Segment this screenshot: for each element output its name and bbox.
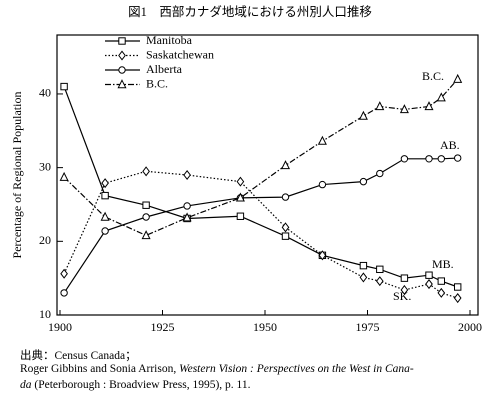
- data-point: [281, 222, 290, 233]
- data-point: [101, 178, 109, 189]
- legend-marker: [117, 79, 127, 89]
- chart-title: 図1 西部カナダ地域における州別人口推移: [128, 4, 372, 19]
- annotation: AB.: [440, 138, 460, 152]
- y-tick-label: 30: [39, 159, 51, 173]
- data-point: [359, 261, 368, 270]
- data-point: [454, 283, 462, 291]
- source-title: Western Vision : Perspectives on the Wes…: [179, 363, 414, 375]
- x-tick-label: 1900: [48, 320, 72, 334]
- data-point: [101, 227, 109, 235]
- legend-marker: [118, 50, 126, 61]
- chart: 図1 西部カナダ地域における州別人口推移 Percentage of Regio…: [10, 4, 482, 334]
- data-point: [437, 277, 446, 285]
- data-point: [142, 201, 150, 209]
- data-point: [280, 160, 291, 170]
- data-point: [142, 166, 150, 177]
- data-point: [399, 104, 409, 114]
- legend-label: B.C.: [146, 76, 168, 90]
- data-point: [183, 169, 191, 181]
- source-rest: (Peterborough : Broadview Press, 1995), …: [31, 379, 251, 391]
- legend-label: Alberta: [146, 62, 183, 76]
- series-line: [63, 86, 458, 288]
- data-point: [376, 265, 384, 274]
- data-point: [375, 276, 384, 287]
- source-line: da (Peterborough : Broadview Press, 1995…: [20, 379, 251, 391]
- data-point: [142, 213, 150, 221]
- y-tick-label: 40: [39, 86, 51, 100]
- data-point: [182, 212, 192, 222]
- data-point: [281, 232, 290, 240]
- series-line: [63, 170, 458, 299]
- data-point: [425, 279, 433, 290]
- x-tick-label: 1950: [253, 320, 277, 334]
- x-tick-label: 1975: [356, 320, 380, 334]
- data-point: [318, 180, 327, 189]
- legend-marker: [118, 66, 126, 74]
- annotation: B.C.: [422, 69, 444, 83]
- x-tick-label: 1925: [151, 320, 175, 334]
- data-point: [59, 171, 69, 181]
- legend-label: Saskatchewan: [146, 47, 214, 61]
- source-author: Roger Gibbins and Sonia Arrison,: [20, 363, 180, 375]
- data-point: [318, 250, 327, 261]
- y-tick-label: 10: [39, 307, 51, 321]
- legend-marker: [118, 37, 126, 45]
- data-point: [281, 193, 290, 201]
- data-point: [101, 191, 109, 200]
- y-tick-label: 20: [39, 233, 51, 247]
- plot-frame: [56, 34, 479, 316]
- data-point: [400, 284, 409, 295]
- data-point: [358, 110, 368, 120]
- data-point: [60, 268, 68, 279]
- data-point: [60, 82, 68, 91]
- data-point: [437, 287, 446, 298]
- annotation: SK.: [393, 289, 411, 303]
- data-point: [141, 230, 151, 240]
- data-point: [359, 177, 368, 186]
- annotation: MB.: [432, 257, 454, 271]
- data-point: [436, 92, 446, 102]
- x-tick-label: 2000: [458, 320, 482, 334]
- data-point: [376, 169, 384, 178]
- data-point: [183, 202, 191, 210]
- data-point: [454, 154, 462, 162]
- data-point: [236, 212, 245, 220]
- data-point: [400, 274, 409, 282]
- data-point: [424, 101, 434, 111]
- data-point: [375, 101, 385, 111]
- legend-label: Manitoba: [146, 33, 193, 47]
- data-point: [235, 192, 245, 202]
- data-point: [425, 271, 433, 279]
- source-title: da: [20, 379, 32, 391]
- data-point: [236, 176, 245, 187]
- data-point: [359, 272, 368, 283]
- source-line: 出典：Census Canada；: [20, 350, 137, 362]
- data-point: [100, 211, 110, 221]
- data-point: [317, 135, 327, 145]
- data-point: [453, 293, 462, 304]
- data-point: [453, 73, 463, 83]
- data-point: [400, 155, 409, 163]
- data-point: [60, 289, 68, 297]
- source-line: Roger Gibbins and Sonia Arrison, Western…: [20, 363, 414, 375]
- data-point: [425, 155, 433, 163]
- data-point: [437, 155, 445, 163]
- series-line: [63, 78, 459, 237]
- y-axis-label: Percentage of Regional Population: [10, 92, 24, 259]
